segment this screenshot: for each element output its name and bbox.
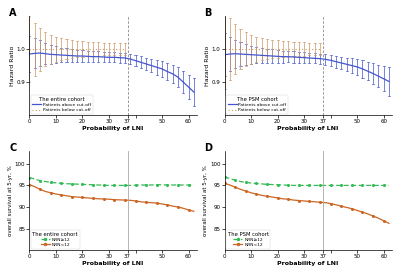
Y-axis label: overall survival at 5-yr, %: overall survival at 5-yr, % bbox=[8, 165, 13, 236]
Y-axis label: Hazard Ratio: Hazard Ratio bbox=[205, 45, 210, 86]
Legend: NRN≥12, NRN<12: NRN≥12, NRN<12 bbox=[226, 230, 270, 249]
Legend: Patients above cut-off, Patients below cut-off: Patients above cut-off, Patients below c… bbox=[226, 95, 288, 114]
Y-axis label: overall survival at 5-yr, %: overall survival at 5-yr, % bbox=[204, 165, 208, 236]
Text: D: D bbox=[204, 143, 212, 153]
Text: C: C bbox=[9, 143, 16, 153]
X-axis label: Probability of LNI: Probability of LNI bbox=[278, 261, 339, 266]
Text: A: A bbox=[9, 8, 17, 18]
X-axis label: Probability of LNI: Probability of LNI bbox=[82, 261, 144, 266]
Legend: NRN≥12, NRN<12: NRN≥12, NRN<12 bbox=[31, 230, 80, 249]
X-axis label: Probability of LNI: Probability of LNI bbox=[82, 126, 144, 131]
Y-axis label: Hazard Ratio: Hazard Ratio bbox=[10, 45, 15, 86]
X-axis label: Probability of LNI: Probability of LNI bbox=[278, 126, 339, 131]
Text: B: B bbox=[204, 8, 212, 18]
Legend: Patients above cut-off, Patients below cut-off: Patients above cut-off, Patients below c… bbox=[31, 95, 93, 114]
